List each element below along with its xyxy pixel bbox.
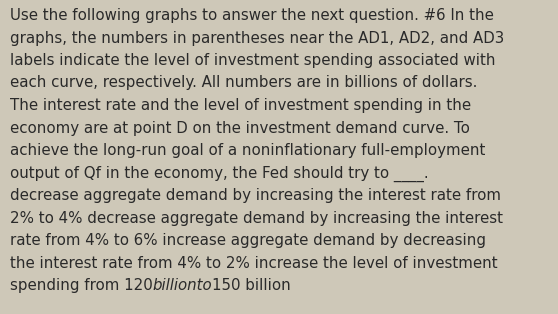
- Text: The interest rate and the level of investment spending in the: The interest rate and the level of inves…: [10, 98, 471, 113]
- Text: 150 billion: 150 billion: [213, 278, 291, 293]
- Text: each curve, respectively. All numbers are in billions of dollars.: each curve, respectively. All numbers ar…: [10, 75, 478, 90]
- Text: economy are at point D on the investment demand curve. To: economy are at point D on the investment…: [10, 121, 470, 136]
- Text: labels indicate the level of investment spending associated with: labels indicate the level of investment …: [10, 53, 496, 68]
- Text: billionto: billionto: [153, 278, 213, 293]
- Text: the interest rate from 4% to 2% increase the level of investment: the interest rate from 4% to 2% increase…: [10, 256, 498, 270]
- Text: Use the following graphs to answer the next question. #6 In the: Use the following graphs to answer the n…: [10, 8, 494, 23]
- Text: achieve the long-run goal of a noninflationary full-employment: achieve the long-run goal of a noninflat…: [10, 143, 485, 158]
- Text: rate from 4% to 6% increase aggregate demand by decreasing: rate from 4% to 6% increase aggregate de…: [10, 233, 486, 248]
- Text: graphs, the numbers in parentheses near the AD1, AD2, and AD3: graphs, the numbers in parentheses near …: [10, 30, 504, 46]
- Text: output of Qf in the economy, the Fed should try to ____.: output of Qf in the economy, the Fed sho…: [10, 165, 429, 182]
- Text: 2% to 4% decrease aggregate demand by increasing the interest: 2% to 4% decrease aggregate demand by in…: [10, 210, 503, 225]
- Text: decrease aggregate demand by increasing the interest rate from: decrease aggregate demand by increasing …: [10, 188, 501, 203]
- Text: spending from 120: spending from 120: [10, 278, 153, 293]
